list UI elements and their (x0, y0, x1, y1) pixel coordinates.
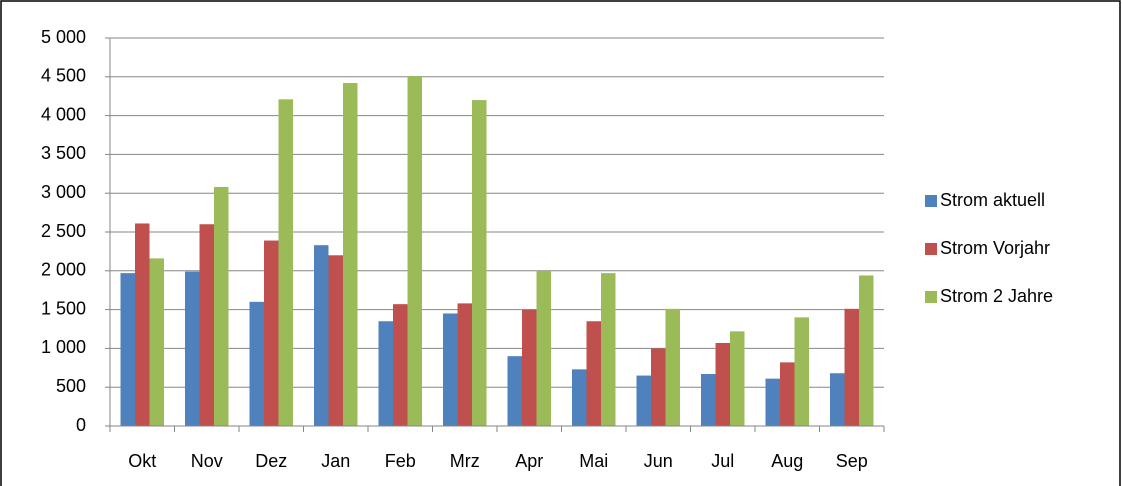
x-tick-label: Jul (711, 451, 734, 471)
bar (199, 224, 214, 426)
legend-swatch (925, 291, 937, 303)
bar (651, 348, 666, 426)
y-tick-label: 2 000 (41, 260, 86, 280)
bar (264, 240, 279, 426)
bar (443, 313, 458, 426)
x-tick-label: Mai (579, 451, 608, 471)
y-tick-label: 4 500 (41, 66, 86, 86)
bar (730, 331, 745, 426)
bar (522, 309, 537, 426)
x-tick-label: Nov (191, 451, 223, 471)
y-tick-label: 2 500 (41, 221, 86, 241)
bar (135, 223, 150, 426)
x-tick-label: Jan (321, 451, 350, 471)
bar (185, 271, 200, 426)
bar (715, 342, 730, 426)
x-tick-label: Aug (771, 451, 803, 471)
bar (407, 76, 422, 427)
bar (636, 375, 651, 426)
x-tick-label: Dez (255, 451, 287, 471)
bar (393, 304, 408, 426)
y-tick-label: 3 000 (41, 182, 86, 202)
legend-label: Strom aktuell (940, 190, 1045, 210)
legend-swatch (925, 195, 937, 207)
x-tick-label: Apr (515, 451, 543, 471)
bar (314, 245, 329, 426)
y-tick-label: 500 (56, 376, 86, 396)
bar (701, 374, 716, 426)
y-tick-label: 4 000 (41, 104, 86, 124)
bar (507, 356, 522, 426)
y-tick-label: 1 500 (41, 298, 86, 318)
y-tick-label: 5 000 (41, 27, 86, 47)
bar (472, 100, 487, 426)
bar (794, 317, 809, 426)
bar (830, 373, 845, 426)
bar (214, 186, 229, 426)
x-tick-label: Okt (128, 451, 156, 471)
x-tick-label: Sep (836, 451, 868, 471)
legend-label: Strom 2 Jahre (940, 286, 1053, 306)
bar (328, 255, 343, 426)
bar (378, 321, 393, 426)
bar (844, 308, 859, 426)
y-tick-label: 1 000 (41, 337, 86, 357)
bar (601, 273, 616, 426)
bar (859, 275, 874, 426)
x-tick-label: Jun (644, 451, 673, 471)
bar (572, 369, 587, 426)
bar (780, 362, 795, 426)
bar (457, 303, 472, 426)
bar (665, 308, 680, 426)
bar (249, 301, 264, 426)
x-tick-label: Feb (385, 451, 416, 471)
bar (343, 83, 358, 427)
bar (120, 273, 135, 426)
bar (536, 270, 551, 426)
bar (765, 378, 780, 426)
y-tick-label: 3 500 (41, 143, 86, 163)
bar (586, 321, 601, 426)
y-tick-label: 0 (76, 415, 86, 435)
bar (278, 99, 293, 426)
legend-swatch (925, 243, 937, 255)
x-tick-label: Mrz (450, 451, 480, 471)
bar (149, 258, 164, 426)
legend-label: Strom Vorjahr (940, 238, 1050, 258)
